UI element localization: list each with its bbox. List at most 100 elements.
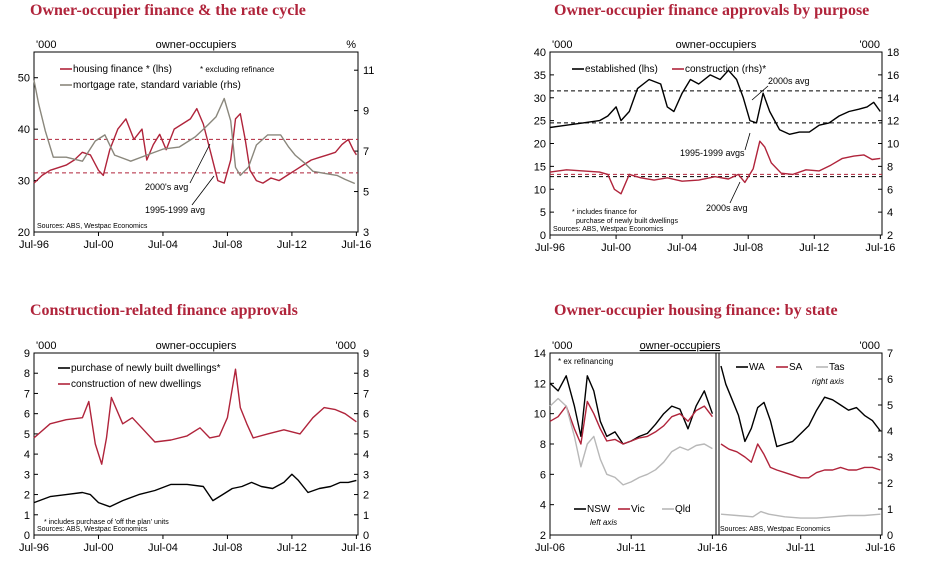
chart2-annotation-pointer: [751, 85, 769, 101]
chart4-legend-right-wa-label: WA: [749, 362, 765, 373]
chart2-left-tick-label: 15: [534, 161, 546, 173]
chart1-left-tick-label: 20: [18, 227, 30, 239]
chart1-series-line: [33, 107, 357, 184]
chart2-right-tick-label: 18: [887, 47, 899, 59]
chart2-left-unit: '000: [552, 39, 572, 51]
chart2-annotation-1995: 1995-1999 avgs: [680, 148, 745, 158]
chart4-subtitle: owner-occupiers: [640, 340, 721, 352]
chart2-left-tick-label: 30: [534, 93, 546, 105]
chart2-note-line1: * includes finance for: [572, 209, 638, 216]
chart2-annotation-pointer: [744, 132, 751, 151]
chart3-series-line: [33, 473, 357, 508]
chart1-frame: [33, 51, 359, 233]
chart2-annotation-2000s-top: 2000s avg: [768, 76, 810, 86]
chart3-frame: [33, 352, 359, 536]
chart3-x-tick-label: Jul-96: [19, 542, 49, 554]
chart4-title: Owner-occupier housing finance: by state: [554, 302, 838, 319]
chart3-left-tick-label: 1: [24, 510, 30, 522]
chart4-right-tick-label: 3: [887, 452, 893, 464]
chart3-legend-purchase-label: purchase of newly built dwellings*: [71, 363, 221, 374]
chart4-legend-left-nsw-label: NSW: [587, 504, 611, 515]
chart2-x-tick-label: Jul-96: [535, 242, 565, 254]
chart1-right-unit: %: [346, 39, 356, 51]
chart3-right-tick-label: 5: [363, 429, 369, 441]
chart4-left-tick-label: 4: [540, 500, 546, 512]
chart2-left-tick-label: 40: [534, 47, 546, 59]
chart2-left-tick-label: 10: [534, 184, 546, 196]
chart4-legend-left-qld-label: Qld: [675, 504, 691, 515]
chart1-right-tick-label: 7: [363, 146, 369, 158]
chart3-right-unit: '000: [336, 340, 356, 352]
chart3-x-tick-label: Jul-04: [148, 542, 178, 554]
chart1-x-tick-label: Jul-04: [148, 239, 178, 251]
chart2-annotation-pointer: [729, 181, 741, 204]
chart3-right-tick-label: 7: [363, 388, 369, 400]
chart4-source: Sources: ABS, Westpac Economics: [720, 526, 831, 533]
chart1-source: Sources: ABS, Westpac Economics: [37, 223, 148, 230]
chart2-x-tick-label: Jul-00: [601, 242, 631, 254]
chart3-left-tick-label: 0: [24, 530, 30, 542]
chart1-annotation-pointer: [191, 175, 215, 206]
chart4-x-tick-label: Jul-16: [697, 542, 727, 554]
chart2-legend-construction-label: construction (rhs)*: [685, 64, 766, 75]
chart4-left-tick-label: 6: [540, 469, 546, 481]
chart2-series-line: [549, 69, 881, 136]
chart2-left-tick-label: 5: [540, 207, 546, 219]
chart4-right-tick-label: 6: [887, 374, 893, 386]
chart3-x-tick-label: Jul-08: [212, 542, 242, 554]
chart1-x-tick-label: Jul-12: [277, 239, 307, 251]
chart3-title: Construction-related finance approvals: [30, 302, 298, 319]
chart3-right-tick-label: 8: [363, 368, 369, 380]
chart1-x-tick-label: Jul-96: [19, 239, 49, 251]
chart3-note: * includes purchase of 'off the plan' un…: [44, 519, 169, 526]
chart2-right-tick-label: 4: [887, 207, 893, 219]
chart4-x-tick-label: Jul-16: [865, 542, 895, 554]
chart3-subtitle: owner-occupiers: [156, 340, 237, 352]
chart4-x-tick-label: Jul-06: [535, 542, 565, 554]
chart2-legend-established-label: established (lhs): [585, 64, 658, 75]
chart2-x-tick-label: Jul-12: [799, 242, 829, 254]
chart4-left-unit: '000: [552, 340, 572, 352]
chart3-right-tick-label: 3: [363, 469, 369, 481]
chart1-left-unit: '000: [36, 39, 56, 51]
chart4-legend-right-sa-label: SA: [789, 362, 803, 373]
chart4-right-unit: '000: [860, 340, 880, 352]
chart4-right-series-line: [720, 443, 881, 479]
chart4-x-tick-label: Jul-11: [786, 542, 815, 554]
chart3-left-tick-label: 6: [24, 409, 30, 421]
chart3-left-tick-label: 8: [24, 368, 30, 380]
chart4-right-series-line: [720, 365, 881, 448]
chart2-right-tick-label: 6: [887, 184, 893, 196]
chart4-right-series-line: [720, 510, 881, 519]
chart3-right-tick-label: 4: [363, 449, 369, 461]
chart2-note-line2: purchase of newly built dwellings: [576, 218, 678, 225]
chart4-left-tick-label: 2: [540, 530, 546, 542]
chart2-source: Sources: ABS, Westpac Economics: [553, 226, 664, 233]
chart2-right-unit: '000: [860, 39, 880, 51]
chart2-x-tick-label: Jul-16: [865, 242, 895, 254]
chart1-left-tick-label: 40: [18, 124, 30, 136]
chart3-right-tick-label: 1: [363, 510, 369, 522]
chart3-x-tick-label: Jul-12: [277, 542, 307, 554]
chart4-left-tick-label: 8: [540, 439, 546, 451]
chart1-series-line: [33, 80, 356, 185]
chart2-title: Owner-occupier finance approvals by purp…: [554, 2, 870, 19]
chart4-legend-right-tas-label: Tas: [829, 362, 845, 373]
chart4-right-tick-label: 4: [887, 426, 893, 438]
chart2-annotation-2000s-bottom: 2000s avg: [706, 203, 748, 213]
chart1-right-tick-label: 9: [363, 106, 369, 118]
chart1-legend-mortgage-label: mortgage rate, standard variable (rhs): [73, 80, 241, 91]
chart2-right-tick-label: 10: [887, 139, 899, 151]
chart1-left-tick-label: 50: [18, 73, 30, 85]
chart4-x-tick-label: Jul-11: [617, 542, 646, 554]
chart3-series-line: [33, 368, 357, 465]
chart3-left-tick-label: 9: [24, 348, 30, 360]
chart4-left-series-line: [549, 400, 713, 445]
chart1-x-tick-label: Jul-08: [212, 239, 242, 251]
chart4-right-tick-label: 0: [887, 530, 893, 542]
chart1-right-tick-label: 11: [363, 65, 374, 77]
chart4-note: * ex refinancing: [558, 357, 613, 366]
chart3-left-tick-label: 2: [24, 490, 30, 502]
chart3-right-tick-label: 0: [363, 530, 369, 542]
